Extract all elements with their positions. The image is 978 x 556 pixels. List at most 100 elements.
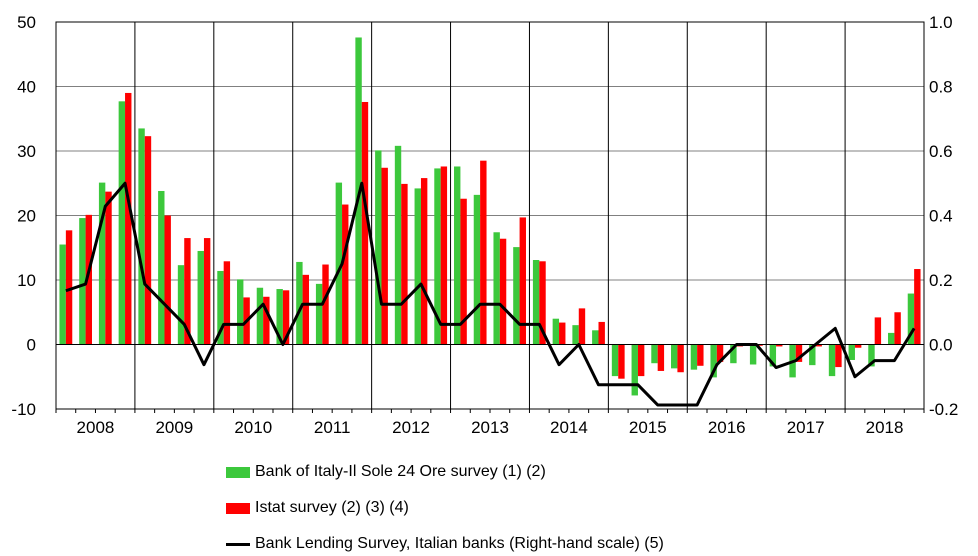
bar-survey-green-27 <box>592 330 599 345</box>
y-tick-label-6: 50 <box>17 13 36 32</box>
bar-istat-red-12 <box>302 274 309 345</box>
bar-survey-green-23 <box>513 247 520 345</box>
bar-istat-red-2 <box>105 191 112 345</box>
y-tick-label-4: 30 <box>17 142 36 161</box>
bar-survey-green-2 <box>98 182 106 345</box>
bar-survey-green-13 <box>315 283 323 345</box>
bar-survey-green-34 <box>730 344 737 364</box>
bar-istat-red-18 <box>420 178 428 345</box>
bar-survey-green-11 <box>276 289 283 345</box>
bar-istat-red-38 <box>815 344 822 347</box>
bar-istat-red-31 <box>677 344 684 373</box>
bar-survey-green-40 <box>848 344 855 360</box>
bar-istat-red-0 <box>65 230 73 345</box>
bar-istat-red-10 <box>263 296 270 345</box>
bar-istat-red-14 <box>342 204 349 345</box>
y-tick-label-3: 20 <box>17 207 36 226</box>
bar-istat-red-39 <box>835 344 842 368</box>
bar-survey-green-19 <box>434 168 441 345</box>
bar-istat-red-40 <box>854 344 862 348</box>
bar-survey-green-29 <box>631 344 638 396</box>
y2-tick-label-4: 0.6 <box>929 142 953 161</box>
bar-istat-red-15 <box>361 101 369 345</box>
bar-survey-green-43 <box>907 293 915 345</box>
x-tick-label-2014: 2014 <box>550 418 588 437</box>
x-tick-label-2016: 2016 <box>708 418 746 437</box>
x-tick-label-2017: 2017 <box>787 418 825 437</box>
bar-survey-green-6 <box>177 265 185 345</box>
bar-istat-red-26 <box>578 308 586 345</box>
bar-survey-green-41 <box>868 344 875 367</box>
bar-istat-red-25 <box>559 322 566 345</box>
bar-istat-red-42 <box>894 312 901 345</box>
bar-istat-red-29 <box>637 344 645 377</box>
bar-survey-green-7 <box>197 250 204 345</box>
bar-istat-red-17 <box>401 183 408 345</box>
legend-label-1: Bank of Italy-Il Sole 24 Ore survey (1) … <box>255 463 546 480</box>
bar-survey-green-30 <box>651 344 658 364</box>
bar-survey-green-14 <box>335 182 343 345</box>
bar-survey-green-35 <box>749 344 757 365</box>
y-tick-label-1: 0 <box>27 336 36 355</box>
bar-istat-red-37 <box>795 344 803 362</box>
bar-survey-green-5 <box>158 190 165 345</box>
bar-istat-red-16 <box>381 167 388 345</box>
bar-survey-green-10 <box>256 287 264 345</box>
bar-survey-green-0 <box>59 244 66 345</box>
bar-survey-green-22 <box>493 232 500 345</box>
bar-survey-green-8 <box>217 270 224 345</box>
bar-istat-red-43 <box>914 269 921 345</box>
bar-survey-green-42 <box>888 332 895 345</box>
x-tick-label-2012: 2012 <box>392 418 430 437</box>
bar-survey-green-20 <box>454 166 461 345</box>
x-tick-label-2010: 2010 <box>234 418 272 437</box>
bar-istat-red-7 <box>203 238 211 345</box>
y2-tick-label-2: 0.2 <box>929 271 953 290</box>
bar-istat-red-41 <box>874 317 882 345</box>
bar-istat-red-36 <box>776 344 783 347</box>
bar-istat-red-13 <box>322 264 329 345</box>
bar-survey-green-21 <box>473 194 481 345</box>
bar-istat-red-6 <box>184 238 191 345</box>
y-tick-label-0: -10 <box>11 400 36 419</box>
bar-istat-red-24 <box>539 261 546 345</box>
bar-survey-green-28 <box>611 344 619 377</box>
legend-item-bank-lending-survey: Bank Lending Survey, Italian banks (Righ… <box>226 535 664 553</box>
bar-istat-red-23 <box>519 217 526 345</box>
x-tick-label-2018: 2018 <box>866 418 904 437</box>
bar-survey-green-12 <box>296 261 303 345</box>
bar-survey-green-25 <box>552 318 560 345</box>
bar-survey-green-1 <box>79 218 86 345</box>
bar-survey-green-36 <box>769 344 777 367</box>
bar-istat-red-4 <box>144 136 152 345</box>
legend-item-bank-of-italy: Bank of Italy-Il Sole 24 Ore survey (1) … <box>226 463 546 481</box>
bar-istat-red-30 <box>657 344 665 371</box>
bar-istat-red-1 <box>85 214 92 345</box>
bar-survey-green-31 <box>671 344 678 369</box>
bar-istat-red-28 <box>618 344 625 379</box>
bar-istat-red-8 <box>223 261 231 345</box>
legend-line-black <box>226 542 250 546</box>
bar-survey-green-9 <box>237 279 244 345</box>
bar-survey-green-4 <box>138 128 145 345</box>
legend-label-3: Bank Lending Survey, Italian banks (Righ… <box>255 535 664 552</box>
y2-tick-label-1: 0.0 <box>929 336 953 355</box>
bar-survey-green-39 <box>828 344 836 377</box>
y2-tick-label-5: 0.8 <box>929 78 953 97</box>
legend-swatch-green <box>226 466 250 478</box>
legend-label-2: Istat survey (2) (3) (4) <box>255 499 409 516</box>
bar-survey-green-24 <box>532 260 540 345</box>
bar-istat-red-5 <box>164 215 171 345</box>
x-tick-label-2008: 2008 <box>77 418 115 437</box>
bar-istat-red-19 <box>440 166 448 345</box>
bar-survey-green-18 <box>414 188 421 345</box>
bar-istat-red-3 <box>125 92 132 345</box>
x-tick-label-2013: 2013 <box>471 418 509 437</box>
bar-istat-red-27 <box>598 321 605 345</box>
bar-istat-red-11 <box>282 290 290 345</box>
x-tick-label-2009: 2009 <box>155 418 193 437</box>
y2-tick-label-3: 0.4 <box>929 207 953 226</box>
bar-istat-red-35 <box>756 344 763 346</box>
bar-survey-green-3 <box>118 101 126 345</box>
